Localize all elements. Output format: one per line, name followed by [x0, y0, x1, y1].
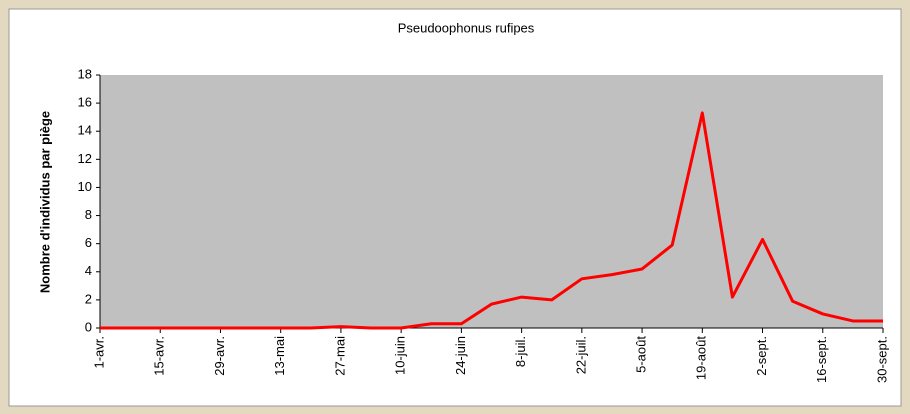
y-tick-label: 16 — [78, 95, 92, 110]
x-tick-label: 2-sept. — [754, 336, 769, 376]
chart-title: Pseudoophonus rufipes — [398, 20, 535, 35]
x-tick-label: 10-juin — [393, 336, 408, 375]
y-tick-label: 8 — [85, 207, 92, 222]
x-tick-label: 13-mai — [272, 336, 287, 376]
x-tick-label: 1-avr. — [91, 336, 106, 369]
y-tick-label: 14 — [78, 123, 92, 138]
x-tick-label: 16-sept. — [814, 336, 829, 383]
x-tick-label: 22-juil. — [573, 336, 588, 374]
y-axis-label: Nombre d'individus par piège — [37, 111, 52, 293]
x-tick-label: 15-avr. — [152, 336, 167, 376]
x-tick-label: 27-mai — [332, 336, 347, 376]
y-tick-label: 0 — [85, 319, 92, 334]
x-tick-label: 30-sept. — [874, 336, 889, 383]
x-tick-label: 8-juil. — [513, 336, 528, 367]
x-tick-label: 5-août — [634, 336, 649, 373]
y-tick-label: 2 — [85, 291, 92, 306]
x-tick-label: 19-août — [694, 336, 709, 380]
x-tick-label: 29-avr. — [212, 336, 227, 376]
y-tick-label: 6 — [85, 235, 92, 250]
data-line — [100, 111, 883, 330]
y-tick-label: 4 — [85, 263, 92, 278]
plot-area — [100, 75, 883, 328]
y-tick-label: 12 — [78, 151, 92, 166]
y-tick-label: 10 — [78, 179, 92, 194]
x-tick-label: 24-juin — [453, 336, 468, 375]
y-tick-label: 18 — [78, 66, 92, 81]
